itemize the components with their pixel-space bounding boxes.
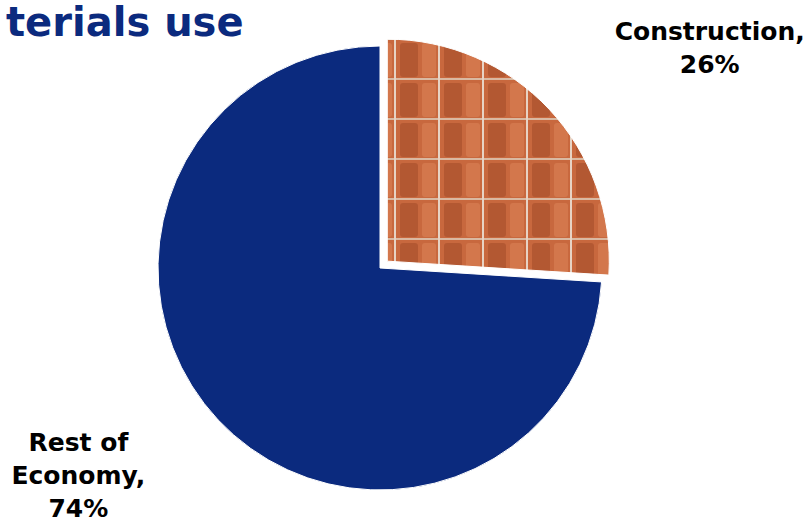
label-line: Rest of xyxy=(28,428,129,457)
pie xyxy=(158,39,609,490)
slice-label: Construction, 26% xyxy=(615,17,805,79)
label-line: Construction, xyxy=(615,17,805,46)
labels: Construction, 26% Rest of Economy, 74% xyxy=(11,17,804,523)
chart: terials use Construction, 26% Rest of Econom… xyxy=(0,0,812,529)
slice xyxy=(387,39,609,275)
label-line: 74% xyxy=(48,494,108,523)
label-line: 26% xyxy=(680,50,740,79)
slice xyxy=(158,46,602,490)
title: terials use xyxy=(6,0,244,45)
label-line: Economy, xyxy=(11,461,145,490)
slice-label: Rest of Economy, 74% xyxy=(11,428,145,523)
